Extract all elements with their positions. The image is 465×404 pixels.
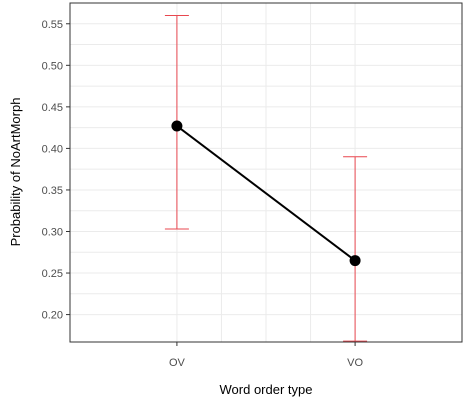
y-axis-title: Probability of NoArtMorph [8,98,23,247]
y-tick-label: 0.30 [42,226,63,238]
x-tick-label: VO [347,357,363,369]
y-tick-label: 0.35 [42,185,63,197]
y-tick-label: 0.45 [42,102,63,114]
y-tick-label: 0.40 [42,143,63,155]
x-tick-label: OV [169,357,186,369]
data-point [171,120,183,132]
x-axis: OV VO [169,342,363,369]
series-line-segment [176,125,356,262]
y-tick-label: 0.20 [42,310,63,322]
y-tick-label: 0.50 [42,60,63,72]
y-tick-label: 0.55 [42,19,63,31]
x-axis-title: Word order type [220,382,313,397]
data-point [349,255,361,267]
y-axis: 0.20 0.25 0.30 0.35 0.40 0.45 0.50 0.55 [42,19,70,322]
gridlines [70,3,462,342]
panel-border [69,2,463,343]
y-tick-label: 0.25 [42,268,63,280]
series-lines [176,125,356,262]
data-points [171,120,361,267]
